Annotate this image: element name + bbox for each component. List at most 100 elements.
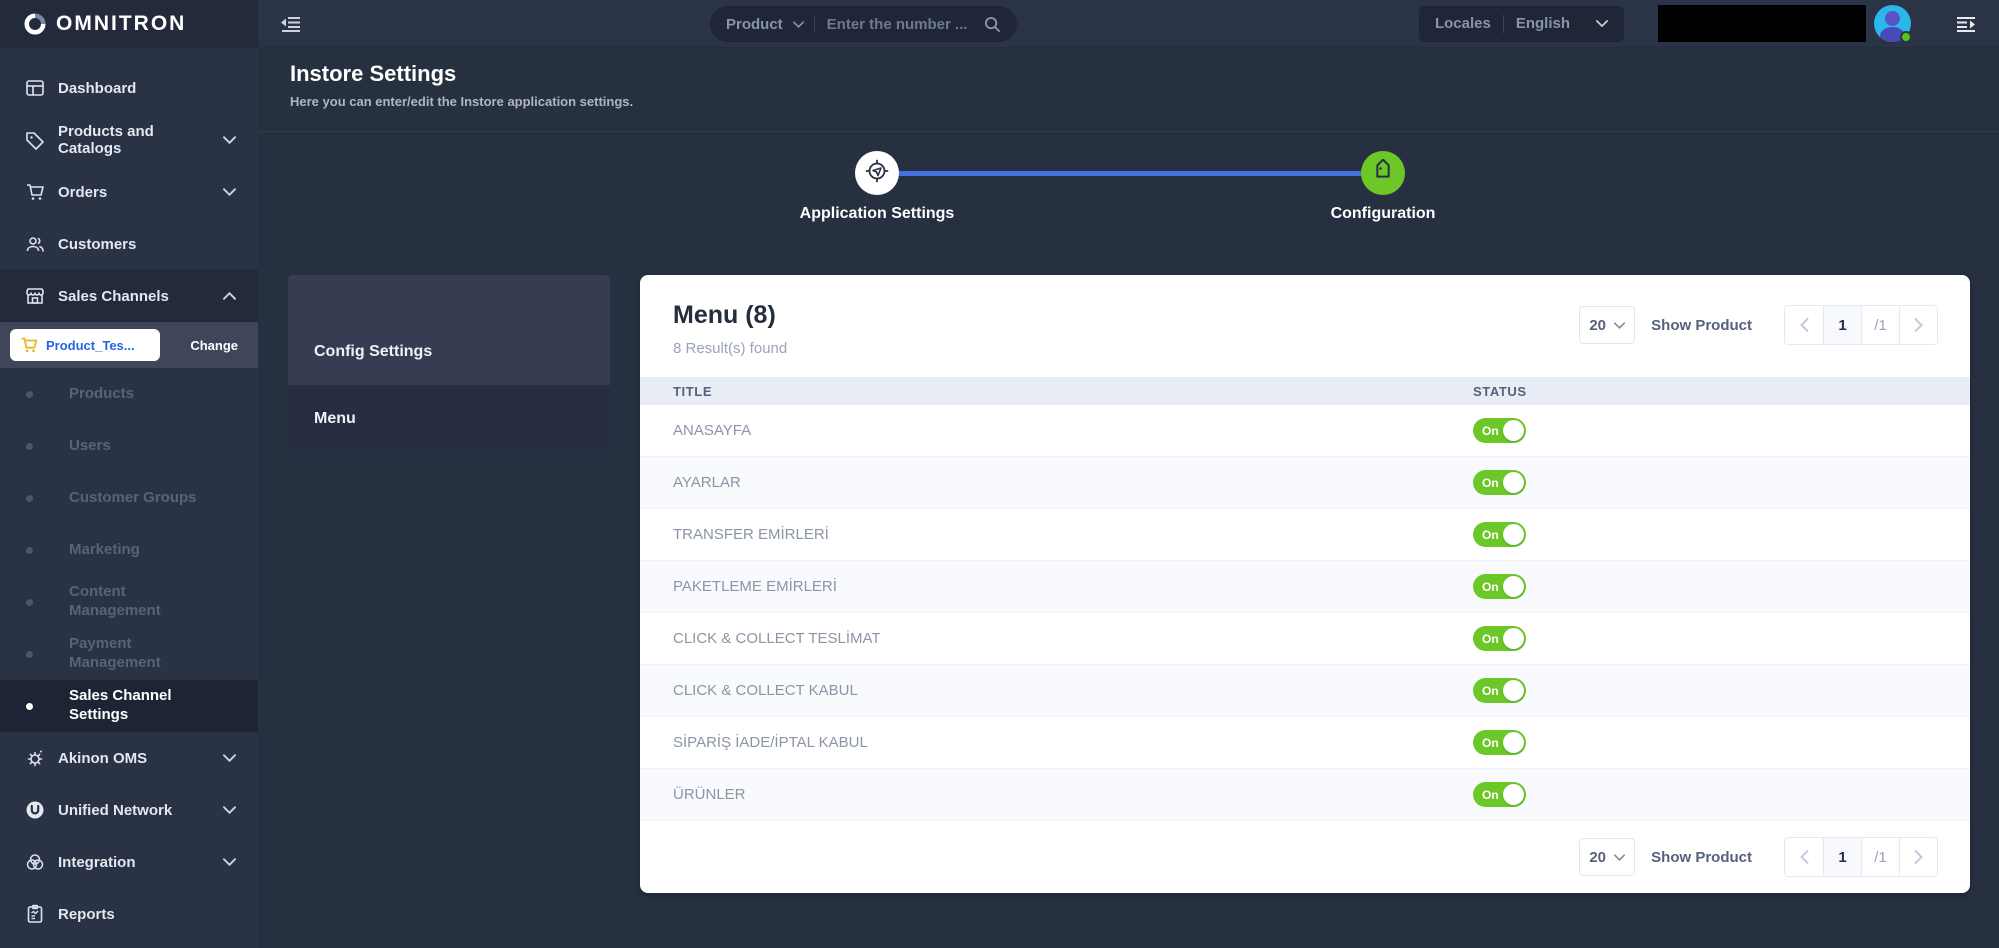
subnav-item-menu[interactable]: Menu <box>288 385 610 453</box>
collapse-sidebar-icon[interactable] <box>280 14 302 34</box>
locales-label: Locales <box>1434 15 1491 32</box>
chevron-down-icon <box>223 754 236 762</box>
sidebar-item-label: Integration <box>58 853 136 871</box>
table-row: TRANSFER EMİRLERİ On <box>640 509 1970 561</box>
active-channel-row: Product_Tes... Change <box>0 322 258 368</box>
table-body: ANASAYFA On AYARLAR On TRANSFER EMİRLERİ… <box>640 405 1970 821</box>
chevron-down-icon <box>223 188 236 196</box>
page-size-select[interactable]: 20 <box>1579 838 1636 876</box>
content: Application Settings Configuration Confi… <box>258 132 1999 948</box>
bullet-icon <box>26 702 33 710</box>
sidebar-subitem-products[interactable]: Products <box>0 368 258 420</box>
page-header: Instore Settings Here you can enter/edit… <box>258 48 1999 132</box>
redacted-user-info <box>1658 5 1866 42</box>
prev-page-button[interactable] <box>1785 838 1823 876</box>
search-category[interactable]: Product <box>726 15 783 33</box>
sidebar: OMNITRON Dashboard Products and Catalogs <box>0 0 258 948</box>
status-toggle[interactable]: On <box>1473 626 1526 651</box>
sidebar-item-label: Akinon OMS <box>58 749 148 767</box>
sidebar-item-customers[interactable]: Customers <box>0 218 258 270</box>
bullet-icon <box>26 546 33 554</box>
bullet-icon <box>26 598 33 606</box>
sidebar-item-label: Orders <box>58 183 108 201</box>
status-toggle[interactable]: On <box>1473 418 1526 443</box>
sidebar-item-integration[interactable]: Integration <box>0 836 258 888</box>
topbar-right-cluster: Locales English <box>1418 5 1977 43</box>
expand-panel-icon[interactable] <box>1955 14 1977 34</box>
card-header: Menu (8) 8 Result(s) found 20 Show Produ… <box>640 275 1970 357</box>
sidebar-item-reports[interactable]: Reports <box>0 888 258 940</box>
page-title: Instore Settings <box>290 61 457 86</box>
user-avatar[interactable] <box>1874 5 1912 43</box>
cart-icon <box>24 181 46 203</box>
sidebar-item-unified-network[interactable]: Unified Network <box>0 784 258 836</box>
reports-icon <box>24 903 46 925</box>
bullet-icon <box>26 494 33 502</box>
sidebar-item-label: Sales Channels <box>58 287 169 305</box>
search-input[interactable] <box>824 14 974 34</box>
sidebar-item-orders[interactable]: Orders <box>0 166 258 218</box>
status-toggle[interactable]: On <box>1473 470 1526 495</box>
step-configuration[interactable] <box>1361 151 1405 195</box>
sidebar-subitem-sales-channel-settings[interactable]: Sales Channel Settings <box>0 680 258 732</box>
global-search[interactable]: Product <box>710 6 1017 42</box>
step-label-application-settings: Application Settings <box>799 205 955 222</box>
divider <box>1502 14 1504 33</box>
status-toggle[interactable]: On <box>1473 574 1526 599</box>
next-page-button[interactable] <box>1899 306 1937 344</box>
status-toggle[interactable]: On <box>1473 782 1526 807</box>
current-page: 1 <box>1823 838 1861 876</box>
prev-page-button[interactable] <box>1785 306 1823 344</box>
toggle-knob <box>1503 420 1524 441</box>
omnitron-logo-icon <box>24 13 46 35</box>
next-page-button[interactable] <box>1899 838 1937 876</box>
pagination-bottom: 20 Show Product 1 /1 <box>1579 837 1938 877</box>
divider <box>813 15 815 33</box>
bullet-icon <box>26 650 33 658</box>
subnav-item-config-settings[interactable]: Config Settings <box>288 275 610 385</box>
current-page: 1 <box>1823 306 1861 344</box>
toggle-knob <box>1503 524 1524 545</box>
sidebar-subitem-marketing[interactable]: Marketing <box>0 524 258 576</box>
unified-network-icon <box>24 799 46 821</box>
sidebar-subitem-customer-groups[interactable]: Customer Groups <box>0 472 258 524</box>
sidebar-item-label: Reports <box>58 905 115 923</box>
sidebar-item-products-and-catalogs[interactable]: Products and Catalogs <box>0 114 258 166</box>
toggle-knob <box>1503 628 1524 649</box>
total-pages: /1 <box>1861 306 1899 344</box>
dashboard-icon <box>24 77 46 99</box>
change-channel-button[interactable]: Change <box>190 337 238 353</box>
chevron-down-icon <box>223 806 236 814</box>
users-icon <box>24 233 46 255</box>
step-application-settings[interactable] <box>855 151 899 195</box>
sidebar-item-akinon-oms[interactable]: Akinon OMS <box>0 732 258 784</box>
status-toggle[interactable]: On <box>1473 522 1526 547</box>
pagination-top: 20 Show Product 1 /1 <box>1579 305 1938 345</box>
sidebar-subitem-content-management[interactable]: Content Management <box>0 576 258 628</box>
active-channel-name: Product_Tes... <box>46 337 135 353</box>
sidebar-nav: Dashboard Products and Catalogs Orders <box>0 48 258 940</box>
table-row: CLICK & COLLECT TESLİMAT On <box>640 613 1970 665</box>
brand-logo[interactable]: OMNITRON <box>0 0 258 48</box>
status-toggle[interactable]: On <box>1473 678 1526 703</box>
chevron-down-icon <box>1596 20 1608 27</box>
step-label-configuration: Configuration <box>1330 205 1436 222</box>
page-size-select[interactable]: 20 <box>1579 306 1636 344</box>
sidebar-subitem-users[interactable]: Users <box>0 420 258 472</box>
table-header: TITLE STATUS <box>640 377 1970 405</box>
toggle-knob <box>1503 680 1524 701</box>
table-row: CLICK & COLLECT KABUL On <box>640 665 1970 717</box>
page-subtitle: Here you can enter/edit the Instore appl… <box>290 94 634 109</box>
sidebar-subitem-payment-management[interactable]: Payment Management <box>0 628 258 680</box>
table-row: ANASAYFA On <box>640 405 1970 457</box>
tag-icon <box>24 129 46 151</box>
table-row: AYARLAR On <box>640 457 1970 509</box>
sidebar-item-label: Unified Network <box>58 801 173 819</box>
search-icon[interactable] <box>984 16 1001 33</box>
status-toggle[interactable]: On <box>1473 730 1526 755</box>
sidebar-item-sales-channels[interactable]: Sales Channels <box>0 270 258 322</box>
sidebar-item-dashboard[interactable]: Dashboard <box>0 62 258 114</box>
locale-selector[interactable]: Locales English <box>1418 5 1624 42</box>
active-channel-pill[interactable]: Product_Tes... <box>10 329 160 361</box>
